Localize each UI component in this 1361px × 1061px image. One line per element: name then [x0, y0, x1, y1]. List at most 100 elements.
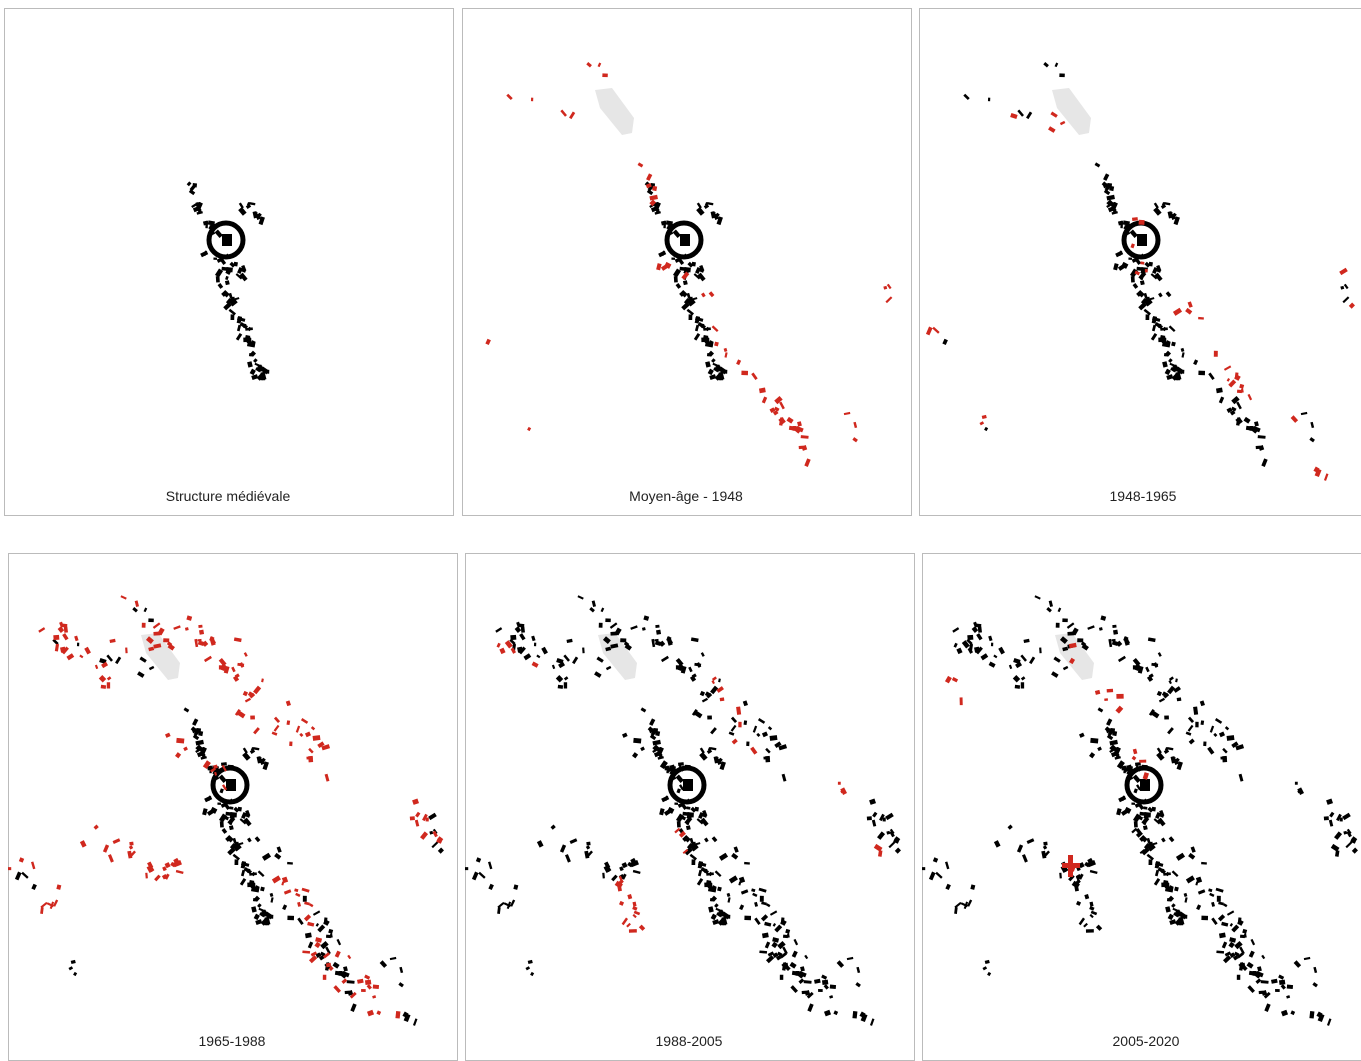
building: [225, 276, 229, 280]
building: [287, 916, 294, 921]
building: [885, 813, 894, 820]
building: [1022, 854, 1028, 862]
building: [229, 825, 234, 830]
building: [1145, 667, 1149, 673]
building: [659, 808, 664, 815]
building: [1253, 971, 1257, 976]
building: [611, 875, 618, 882]
building: [1239, 384, 1244, 389]
building: [629, 929, 637, 933]
building: [1172, 870, 1179, 877]
building: [556, 675, 563, 682]
building: [1048, 126, 1056, 133]
building: [872, 812, 877, 818]
building: [420, 831, 428, 839]
building: [372, 995, 376, 998]
building: [1046, 607, 1052, 612]
building: [1058, 608, 1062, 613]
building: [560, 844, 566, 852]
building: [1264, 1003, 1270, 1012]
building: [741, 371, 748, 376]
building: [1167, 898, 1170, 901]
building: [1020, 654, 1027, 661]
building: [1106, 195, 1115, 201]
building: [638, 162, 644, 167]
building: [686, 825, 691, 830]
building: [274, 717, 280, 723]
building: [1208, 888, 1212, 892]
building: [229, 309, 236, 316]
building: [239, 202, 244, 208]
building: [659, 641, 665, 647]
building: [1309, 437, 1315, 442]
building: [233, 262, 237, 267]
building: [1090, 870, 1098, 874]
building: [64, 626, 68, 632]
building: [347, 980, 355, 984]
building: [804, 980, 812, 984]
building: [829, 995, 833, 998]
building: [1196, 904, 1201, 910]
building: [799, 446, 804, 450]
church: [226, 779, 236, 791]
building: [399, 967, 403, 973]
building: [1053, 657, 1060, 663]
building: [1257, 966, 1262, 971]
map-panel: Structure médiévale: [4, 8, 452, 514]
building: [250, 715, 255, 719]
building: [1158, 652, 1162, 657]
building: [1139, 220, 1145, 225]
building: [1068, 855, 1073, 877]
building: [438, 848, 444, 854]
building: [1133, 788, 1137, 793]
building: [770, 735, 778, 741]
building: [247, 361, 253, 367]
building: [260, 887, 265, 892]
building: [707, 715, 712, 719]
building: [814, 979, 821, 984]
building: [671, 257, 675, 259]
building: [297, 902, 301, 907]
building: [339, 971, 343, 976]
building: [1201, 720, 1205, 725]
building: [589, 607, 595, 612]
building: [1151, 807, 1155, 812]
building: [705, 327, 709, 331]
building: [431, 841, 438, 848]
building: [229, 806, 233, 809]
building: [1089, 752, 1095, 758]
building: [1181, 348, 1185, 352]
building: [1291, 415, 1298, 423]
building: [717, 887, 722, 892]
building: [690, 854, 697, 861]
building: [262, 853, 271, 861]
building: [796, 971, 800, 976]
map-panel: 1965-1988: [8, 553, 456, 1059]
building: [1109, 186, 1114, 191]
building: [756, 733, 760, 737]
building: [998, 647, 1005, 655]
building: [954, 902, 961, 908]
building: [153, 622, 161, 628]
building: [1026, 112, 1032, 120]
building: [304, 902, 310, 906]
building: [84, 647, 91, 655]
building: [790, 962, 797, 969]
building: [1147, 854, 1154, 861]
map: [462, 8, 912, 516]
building: [982, 415, 987, 419]
caption: 2005-2020: [922, 1033, 1361, 1049]
building: [289, 741, 292, 746]
building: [685, 765, 691, 770]
building: [1256, 446, 1261, 450]
building: [1043, 845, 1047, 849]
building: [759, 388, 766, 394]
building: [698, 870, 702, 877]
building: [1095, 690, 1100, 695]
building: [129, 845, 133, 849]
building: [853, 422, 857, 428]
building: [1186, 732, 1192, 736]
building: [476, 857, 481, 862]
building: [952, 677, 958, 682]
building: [798, 978, 804, 984]
